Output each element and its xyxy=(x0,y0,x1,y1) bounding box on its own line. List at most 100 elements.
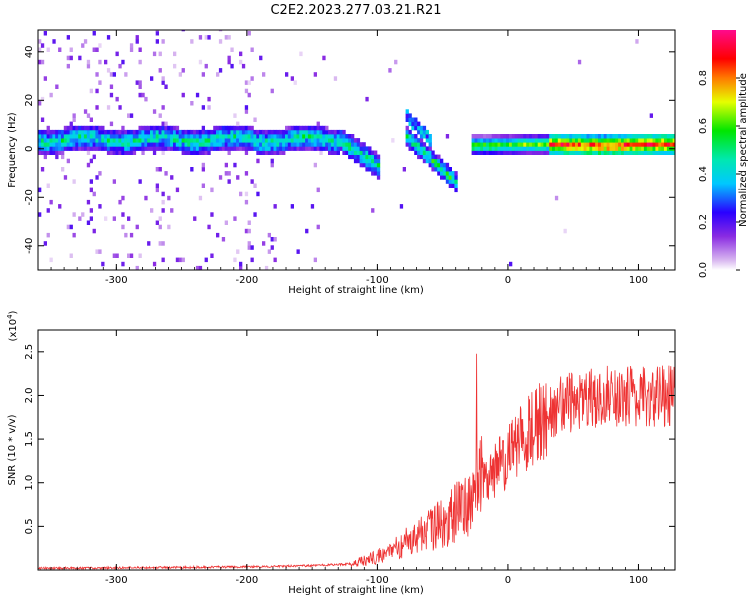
spectrogram-cell xyxy=(244,146,249,151)
spectrogram-cell xyxy=(445,179,450,184)
spectrogram-cell xyxy=(437,171,441,176)
spectrogram-cell xyxy=(368,158,372,164)
spectrogram-cell xyxy=(279,146,283,151)
spectrogram-cell xyxy=(167,138,171,143)
spectrogram-cell xyxy=(299,51,303,57)
spectrogram-cell xyxy=(399,204,404,209)
spectrogram-cell xyxy=(598,142,602,147)
spectrogram-cell xyxy=(155,183,159,188)
spectrogram-cell xyxy=(167,195,171,201)
spectrogram-cell xyxy=(583,138,587,143)
spectrogram-cell xyxy=(155,187,159,193)
y-tick-label: 40 xyxy=(24,45,35,58)
spectrogram-cell xyxy=(351,134,355,139)
spectrogram-cell xyxy=(106,134,111,139)
spectrogram-cell xyxy=(81,146,85,151)
spectrogram-cell xyxy=(606,138,610,143)
spectrogram-cell xyxy=(178,134,182,139)
spectrogram-cell xyxy=(101,138,105,143)
spectrogram-cell xyxy=(104,146,108,151)
spectrogram-cell xyxy=(198,195,203,201)
spectrogram-cell xyxy=(221,129,226,135)
spectrogram-cell xyxy=(150,129,154,135)
spectrogram-cell xyxy=(259,146,263,151)
spectrogram-cell xyxy=(267,134,271,139)
spectrogram-cell xyxy=(115,134,119,139)
spectrogram-cell xyxy=(313,134,317,139)
spectrogram-cell xyxy=(38,101,42,106)
colorbar-tick-label: 0.4 xyxy=(698,166,709,182)
spectrogram-cell xyxy=(333,142,338,147)
spectrogram-cell xyxy=(305,228,309,234)
spectrogram-cell xyxy=(333,138,338,143)
spectrogram-cell xyxy=(198,265,203,270)
spectrogram-cell xyxy=(322,142,326,147)
spectrogram-cell xyxy=(38,138,42,143)
spectrogram-cell xyxy=(72,179,76,184)
spectrogram-cell xyxy=(121,134,125,139)
spectrogram-cell xyxy=(161,241,165,246)
spectrogram-cell xyxy=(101,134,105,139)
spectrogram-cell xyxy=(666,146,671,151)
spectrogram-cell xyxy=(92,228,96,234)
spectrogram-cell xyxy=(195,142,200,147)
spectrogram-cell xyxy=(98,142,102,147)
spectrogram-cell xyxy=(247,92,251,98)
spectrogram-cell xyxy=(184,150,188,155)
spectrogram-cell xyxy=(66,224,70,230)
spectrogram-cell xyxy=(419,154,424,160)
spectrogram-cell xyxy=(356,142,361,147)
spectrogram-cell xyxy=(244,150,249,155)
colorbar: 0.00.20.40.60.8 Normalized spectral ampl… xyxy=(698,30,749,278)
spectrogram-cell xyxy=(514,134,518,139)
spectrogram-cell xyxy=(672,134,675,139)
spectrogram-cell xyxy=(273,138,277,143)
spectrogram-cell xyxy=(86,142,91,147)
spectrogram-cell xyxy=(181,68,185,73)
spectrogram-cell xyxy=(649,113,653,118)
spectrogram-cell xyxy=(276,134,280,139)
spectrogram-cell xyxy=(63,129,68,135)
spectrogram-cell xyxy=(646,142,651,147)
spectrogram-cell xyxy=(405,142,409,147)
spectrogram-cell xyxy=(419,129,424,135)
spectrogram-cell xyxy=(58,129,62,135)
spectrogram-cell xyxy=(124,232,128,238)
spectrogram-cell xyxy=(61,134,65,139)
spectrogram-cell xyxy=(112,138,116,143)
spectrogram-cell xyxy=(658,134,662,139)
spectrogram-cell xyxy=(187,134,191,139)
spectrogram-cell xyxy=(250,138,254,143)
spectrogram-cell xyxy=(127,146,131,151)
spectrogram-cell xyxy=(109,142,114,147)
spectrogram-cell xyxy=(201,150,205,155)
spectrogram-cell xyxy=(152,138,157,143)
spectrogram-cell xyxy=(575,146,579,151)
spectrogram-cell xyxy=(204,134,208,139)
spectrogram-cell xyxy=(661,138,665,143)
spectrogram-cell xyxy=(40,129,45,135)
spectrogram-cell xyxy=(184,142,188,147)
spectrogram-cell xyxy=(506,134,510,139)
spectrogram-cell xyxy=(210,142,214,147)
spectrogram-cell xyxy=(259,150,263,155)
spectrogram-cell xyxy=(132,134,137,139)
spectrogram-cell xyxy=(655,134,659,139)
spectrogram-cell xyxy=(46,232,50,238)
spectrogram-cell xyxy=(55,134,59,139)
spectrogram-cell xyxy=(540,150,544,155)
spectrogram-cell xyxy=(345,142,349,147)
spectrogram-cell xyxy=(233,134,237,139)
colorbar-gradient xyxy=(712,30,736,270)
spectrogram-cell xyxy=(621,142,625,147)
spectrogram-cell xyxy=(408,117,412,122)
spectrogram-cell xyxy=(98,43,102,48)
spectrogram-cell xyxy=(89,117,93,122)
spectrogram-cell xyxy=(483,134,487,139)
spectrogram-cell xyxy=(632,134,636,139)
spectrogram-cell xyxy=(66,55,70,61)
spectrogram-cell xyxy=(106,35,111,40)
spectrogram-frame xyxy=(37,29,676,271)
spectrogram-cell xyxy=(46,150,50,155)
spectrogram-cell xyxy=(302,129,306,135)
